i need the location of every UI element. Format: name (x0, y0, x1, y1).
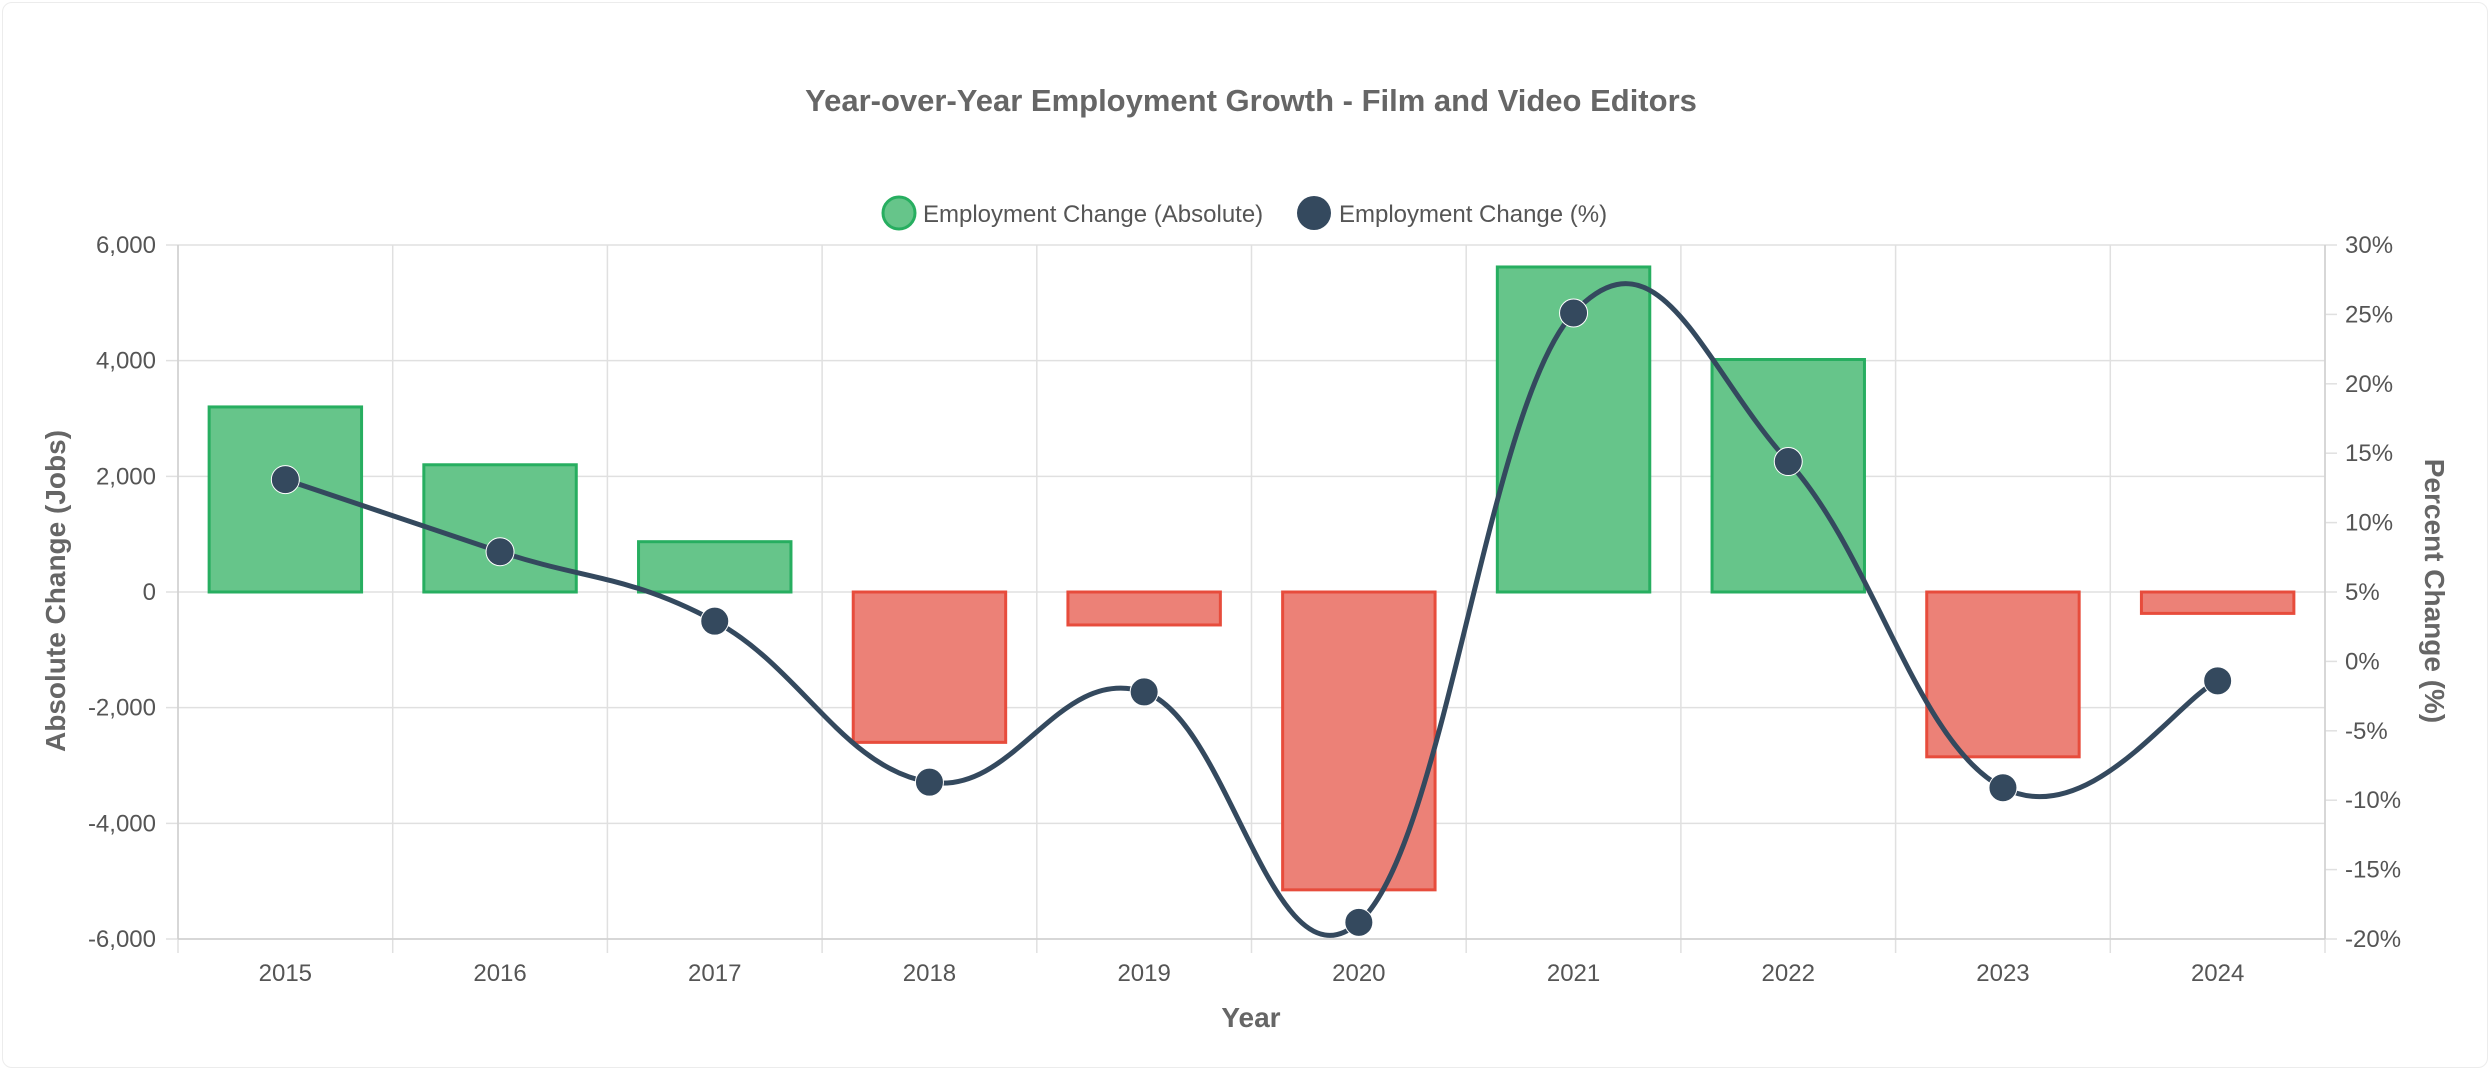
x-tick-label: 2023 (1976, 960, 2029, 987)
x-tick-label: 2021 (1547, 960, 1600, 987)
bar-2016[interactable] (422, 463, 578, 594)
bar-series (207, 265, 2296, 892)
y-axis-ticks: 6,000 4,000 2,000 0 -2,000 -4,000 -6,000 (88, 232, 156, 953)
y-tick-label: 0 (143, 579, 156, 606)
point-2020[interactable] (1344, 907, 1374, 937)
percent-change-line (284, 281, 2219, 938)
bar-2015[interactable] (207, 405, 364, 594)
x-axis-title: Year (1221, 1002, 1280, 1033)
legend-label-percent: Employment Change (%) (1339, 201, 1607, 228)
y2-tick-label: 10% (2345, 510, 2393, 537)
legend-swatch-percent (1297, 196, 1331, 230)
y2-tick-label: 25% (2345, 301, 2393, 328)
bar-2020[interactable] (1281, 590, 1437, 892)
line-series (270, 281, 2233, 938)
y-axis-title: Absolute Change (Jobs) (40, 430, 71, 752)
chart-title: Year-over-Year Employment Growth - Film … (805, 83, 1697, 118)
bar-2017[interactable] (637, 540, 793, 594)
x-tick-label: 2018 (903, 960, 956, 987)
y2-tick-label: 0% (2345, 648, 2380, 675)
point-2017[interactable] (700, 606, 730, 636)
x-tick-label: 2015 (259, 960, 312, 987)
y2-tick-label: -20% (2345, 926, 2401, 953)
y-tick-label: 4,000 (96, 348, 156, 375)
point-2024[interactable] (2203, 666, 2233, 696)
y2-tick-label: -10% (2345, 787, 2401, 814)
y2-tick-label: 30% (2345, 232, 2393, 259)
chart-canvas: Year-over-Year Employment Growth - Film … (40, 83, 2450, 1033)
x-tick-label: 2016 (473, 960, 526, 987)
bar-2024[interactable] (2139, 590, 2296, 615)
y-tick-label: 2,000 (96, 463, 156, 490)
legend: Employment Change (Absolute) Employment … (881, 195, 1607, 231)
point-2023[interactable] (1988, 773, 2018, 803)
y-tick-label: -6,000 (88, 926, 156, 953)
legend-swatch-absolute (881, 195, 917, 231)
y2-tick-label: -5% (2345, 718, 2388, 745)
legend-label-absolute: Employment Change (Absolute) (923, 201, 1263, 228)
point-2016[interactable] (485, 537, 515, 567)
x-tick-label: 2022 (1762, 960, 1815, 987)
y-tick-label: -4,000 (88, 810, 156, 837)
y-tick-label: -2,000 (88, 695, 156, 722)
x-tick-label: 2020 (1332, 960, 1385, 987)
x-tick-label: 2019 (1117, 960, 1170, 987)
y2-tick-label: -15% (2345, 857, 2401, 884)
bar-2023[interactable] (1925, 590, 2081, 759)
bar-2019[interactable] (1066, 590, 1222, 627)
y2-tick-label: 15% (2345, 440, 2393, 467)
point-2021[interactable] (1559, 298, 1589, 328)
x-axis-ticks: 2015 2016 2017 2018 2019 2020 2021 2022 2023 2024 (259, 960, 2245, 987)
y-tick-label: 6,000 (96, 232, 156, 259)
point-2015[interactable] (270, 465, 300, 495)
legend-item-absolute[interactable]: Employment Change (Absolute) (881, 195, 1263, 231)
legend-item-percent[interactable]: Employment Change (%) (1297, 196, 1607, 230)
point-2022[interactable] (1773, 447, 1803, 477)
x-tick-label: 2024 (2191, 960, 2244, 987)
y2-axis-ticks: 30% 25% 20% 15% 10% 5% 0% -5% -10% -15% -20% (2345, 232, 2401, 953)
bar-2018[interactable] (851, 590, 1008, 744)
point-2019[interactable] (1129, 677, 1159, 707)
y2-axis-title: Percent Change (%) (2419, 459, 2450, 724)
y2-tick-label: 20% (2345, 371, 2393, 398)
y2-tick-label: 5% (2345, 579, 2380, 606)
x-tick-label: 2017 (688, 960, 741, 987)
point-2018[interactable] (914, 767, 944, 797)
